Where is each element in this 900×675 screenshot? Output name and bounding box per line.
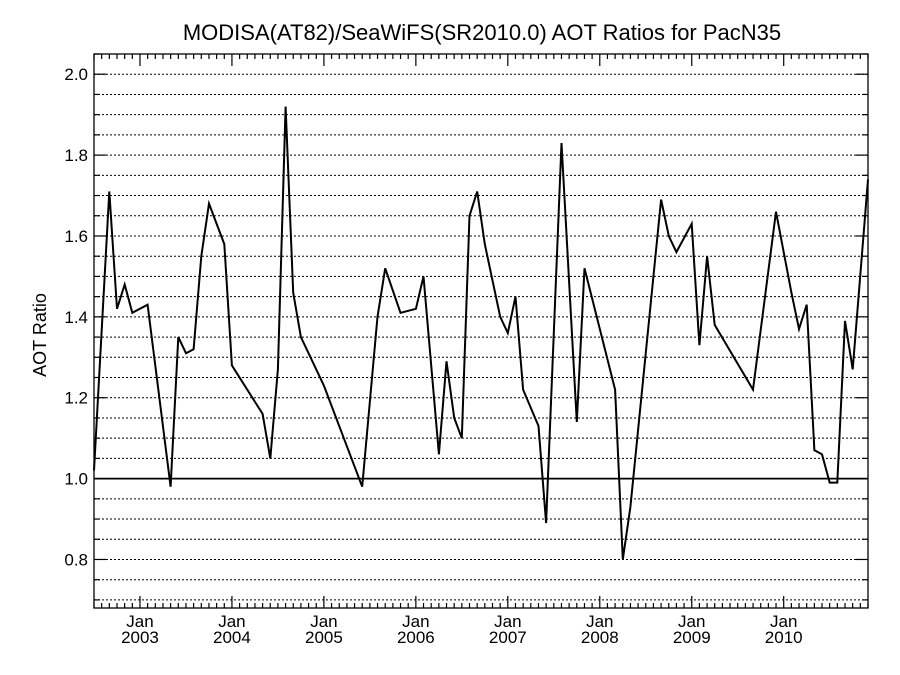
data-point xyxy=(798,328,800,330)
plot-frame xyxy=(93,53,869,609)
x-tick-label-year: 2007 xyxy=(489,628,527,647)
data-point xyxy=(262,413,264,415)
data-point xyxy=(147,304,149,306)
x-tick-label-month: Jan xyxy=(310,612,337,631)
data-point xyxy=(836,482,838,484)
data-point xyxy=(775,211,777,213)
data-point xyxy=(469,215,471,217)
data-point xyxy=(361,486,363,488)
data-point xyxy=(231,364,233,366)
data-point xyxy=(223,243,225,245)
y-tick-label: 1.8 xyxy=(64,146,88,165)
data-point xyxy=(675,251,677,253)
x-axis-ticks: Jan2003Jan2004Jan2005Jan2006Jan2007Jan20… xyxy=(93,54,869,647)
data-point xyxy=(507,332,509,334)
data-point xyxy=(438,453,440,455)
y-tick-label: 2.0 xyxy=(64,65,88,84)
data-point xyxy=(108,190,110,192)
data-point xyxy=(813,449,815,451)
y-tick-label: 0.8 xyxy=(64,550,88,569)
x-tick-label-month: Jan xyxy=(402,612,429,631)
y-tick-label: 1.0 xyxy=(64,470,88,489)
x-tick-label-year: 2010 xyxy=(765,628,803,647)
data-point xyxy=(844,320,846,322)
data-point xyxy=(170,486,172,488)
data-point xyxy=(545,522,547,524)
data-point xyxy=(622,558,624,560)
data-point xyxy=(660,199,662,201)
data-point xyxy=(285,106,287,108)
x-tick-label-month: Jan xyxy=(126,612,153,631)
data-point xyxy=(177,336,179,338)
y-tick-label: 1.4 xyxy=(64,308,88,327)
data-point xyxy=(629,506,631,508)
data-point xyxy=(852,368,854,370)
data-point xyxy=(116,308,118,310)
y-tick-label: 1.2 xyxy=(64,389,88,408)
data-point xyxy=(124,283,126,285)
x-tick-label-month: Jan xyxy=(586,612,613,631)
y-tick-label: 1.6 xyxy=(64,227,88,246)
data-point xyxy=(668,235,670,237)
x-tick-label-year: 2004 xyxy=(213,628,251,647)
x-tick-label-month: Jan xyxy=(494,612,521,631)
data-point xyxy=(453,417,455,419)
x-tick-label-month: Jan xyxy=(770,612,797,631)
x-tick-label-month: Jan xyxy=(678,612,705,631)
data-point xyxy=(514,296,516,298)
data-point xyxy=(790,292,792,294)
data-point xyxy=(461,437,463,439)
data-point xyxy=(277,368,279,370)
data-point xyxy=(576,421,578,423)
data-point xyxy=(400,312,402,314)
data-point xyxy=(323,385,325,387)
data-point xyxy=(269,457,271,459)
data-point xyxy=(522,389,524,391)
data-point xyxy=(821,453,823,455)
x-tick-label-year: 2008 xyxy=(581,628,619,647)
data-point xyxy=(499,316,501,318)
data-point xyxy=(384,267,386,269)
data-point xyxy=(208,203,210,205)
chart-title: MODISA(AT82)/SeaWiFS(SR2010.0) AOT Ratio… xyxy=(183,20,781,45)
data-point xyxy=(377,316,379,318)
data-point xyxy=(423,275,425,277)
data-point xyxy=(537,425,539,427)
data-point xyxy=(415,308,417,310)
data-point xyxy=(698,344,700,346)
data-point xyxy=(691,223,693,225)
data-point xyxy=(560,142,562,144)
x-tick-label-year: 2009 xyxy=(673,628,711,647)
data-point xyxy=(752,389,754,391)
series-points xyxy=(93,106,869,561)
data-point xyxy=(185,352,187,354)
y-axis-ticks: 0.8 1.0 1.2 1.4 1.6 1.8 2.0 xyxy=(64,53,868,601)
data-point xyxy=(292,292,294,294)
x-tick-label-year: 2003 xyxy=(121,628,159,647)
data-point xyxy=(131,312,133,314)
data-point xyxy=(614,389,616,391)
x-tick-label-year: 2006 xyxy=(397,628,435,647)
data-point xyxy=(446,360,448,362)
x-tick-label-year: 2005 xyxy=(305,628,343,647)
data-point xyxy=(193,348,195,350)
series-line-aot-ratio xyxy=(93,106,869,560)
data-point xyxy=(583,267,585,269)
y-axis-label: AOT Ratio xyxy=(30,293,50,377)
data-point xyxy=(476,190,478,192)
data-point xyxy=(484,243,486,245)
data-point xyxy=(200,255,202,257)
data-point xyxy=(300,336,302,338)
data-point xyxy=(829,482,831,484)
horizontal-gridlines xyxy=(94,53,868,601)
data-point xyxy=(706,255,708,257)
data-point xyxy=(806,304,808,306)
data-point xyxy=(714,324,716,326)
x-tick-label-month: Jan xyxy=(218,612,245,631)
